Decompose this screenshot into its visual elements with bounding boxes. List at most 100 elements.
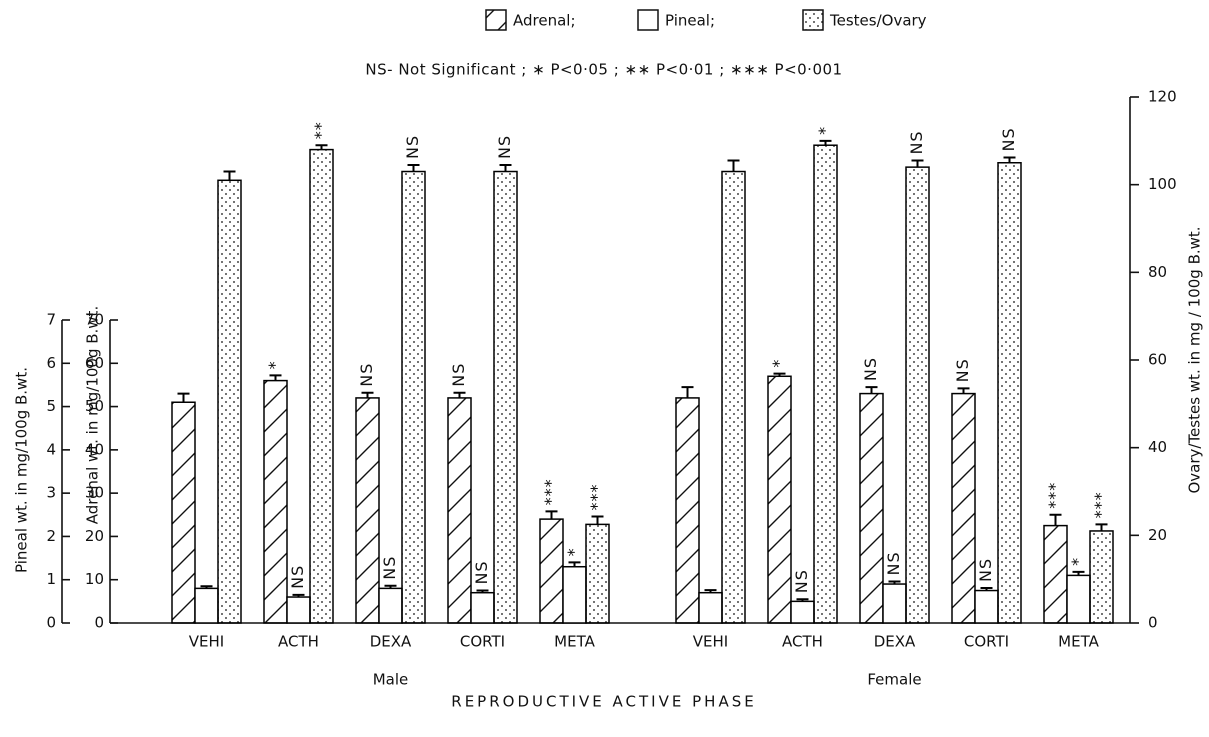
significance-label: NS [449, 363, 468, 387]
bar [698, 591, 723, 624]
tick-label: 20 [1148, 526, 1167, 544]
tick-label: 50 [85, 397, 104, 415]
error-bar [545, 510, 558, 520]
error-bar [796, 598, 809, 602]
tick-label: 60 [85, 354, 104, 372]
x-tick-label: ACTH [782, 633, 823, 651]
error-bar [177, 392, 190, 403]
pineal-axis-label: Pineal wt. in mg/100g B.wt. [13, 367, 31, 573]
bar [767, 375, 792, 624]
bar [1089, 530, 1114, 624]
error-bar [568, 561, 581, 567]
y2-axis-label: Ovary/Testes wt. in mg / 100g B.wt. [1186, 226, 1204, 493]
tick-label: 6 [46, 354, 56, 372]
error-bar [361, 391, 374, 398]
error-bar [200, 585, 213, 589]
error-bar [888, 580, 901, 585]
significance-label: * [815, 126, 834, 135]
bar [951, 392, 976, 624]
tick-label: 120 [1148, 88, 1177, 106]
significance-label: *** [1091, 491, 1110, 518]
error-bar [773, 372, 786, 377]
tick-label: 0 [46, 614, 56, 632]
error-bar [269, 374, 282, 381]
significance-label: NS [495, 135, 514, 159]
x-tick-label: DEXA [874, 633, 916, 651]
significance-label: NS [380, 556, 399, 580]
significance-label: NS [953, 358, 972, 382]
bar [194, 587, 219, 624]
error-bar [315, 144, 328, 150]
bar [217, 179, 242, 624]
bar [1066, 574, 1091, 624]
error-bar [911, 159, 924, 168]
error-bar [476, 589, 489, 593]
bar [790, 600, 815, 624]
error-bar [384, 584, 397, 589]
bar [263, 379, 288, 624]
tick-label: 100 [1148, 175, 1177, 193]
error-bar [1095, 523, 1108, 531]
error-bar [591, 515, 604, 525]
tick-label: 0 [94, 614, 104, 632]
significance-label: * [265, 360, 284, 369]
significance-label: * [769, 359, 788, 368]
bar [539, 518, 564, 624]
bar [721, 170, 746, 624]
significance-label: NS [792, 569, 811, 593]
bar [493, 170, 518, 624]
bar [859, 392, 884, 624]
x-tick-label: DEXA [370, 633, 412, 651]
tick-label: 40 [1148, 438, 1167, 456]
legend-label: Testes/Ovary [829, 12, 927, 30]
group-label: Male [373, 671, 409, 689]
bar [585, 523, 610, 624]
error-bar [727, 159, 740, 172]
bar [447, 397, 472, 624]
bar [401, 170, 426, 624]
significance-label: NS [403, 135, 422, 159]
tick-label: 3 [46, 484, 56, 502]
significance-label: *** [587, 483, 606, 510]
subtitle: NS- Not Significant ; ∗ P<0·05 ; ∗∗ P<0·… [365, 61, 842, 79]
bar [355, 397, 380, 624]
x-tick-label: ACTH [278, 633, 319, 651]
error-bar [681, 386, 694, 398]
error-bar [453, 391, 466, 398]
error-bar [957, 387, 970, 394]
significance-label: ** [311, 121, 330, 139]
tick-label: 0 [1148, 614, 1158, 632]
legend-swatch [485, 9, 507, 31]
bar [813, 144, 838, 624]
significance-label: * [1068, 557, 1087, 566]
tick-label: 60 [1148, 351, 1167, 369]
significance-label: *** [1045, 482, 1064, 509]
bar [905, 166, 930, 624]
bar [974, 589, 999, 624]
error-bar [292, 593, 305, 598]
x-tick-label: META [554, 633, 595, 651]
error-bar [819, 139, 832, 146]
significance-label: *** [541, 478, 560, 505]
significance-label: NS [357, 363, 376, 387]
error-bar [1003, 156, 1016, 163]
tick-label: 70 [85, 311, 104, 329]
tick-label: 4 [46, 440, 56, 458]
significance-label: NS [288, 565, 307, 589]
legend-label: Pineal; [665, 12, 715, 30]
x-tick-label: CORTI [460, 633, 505, 651]
tick-label: 7 [46, 311, 56, 329]
tick-label: 2 [46, 527, 56, 545]
y-axis-label: Adrenal wt. in mg/100g B.wt. [84, 306, 102, 524]
error-bar [1072, 570, 1085, 576]
error-bar [499, 163, 512, 172]
bar [470, 591, 495, 624]
x-tick-label: VEHI [189, 633, 224, 651]
error-bar [407, 163, 420, 172]
bar [882, 583, 907, 624]
error-bar [223, 170, 236, 181]
bar [171, 401, 196, 624]
x-tick-label: META [1058, 633, 1099, 651]
bar [675, 397, 700, 624]
